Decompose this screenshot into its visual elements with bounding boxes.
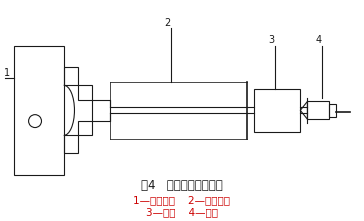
Bar [78, 121, 92, 135]
Text: 1—单动卡盘    2—加长夹爪: 1—单动卡盘 2—加长夹爪 [134, 195, 230, 205]
Bar [92, 100, 110, 121]
Bar [13, 46, 64, 175]
Bar [308, 101, 329, 119]
Bar [78, 85, 92, 100]
Text: 4: 4 [315, 35, 321, 46]
Bar [254, 89, 300, 132]
Text: 2: 2 [165, 17, 171, 28]
Bar [64, 135, 78, 153]
Text: 3: 3 [269, 35, 275, 46]
Text: 图4   单动卡盘装夹示意: 图4 单动卡盘装夹示意 [141, 179, 223, 192]
Text: 1: 1 [4, 68, 9, 78]
Bar [329, 104, 336, 117]
Text: 3—工件    4—顶尖: 3—工件 4—顶尖 [146, 208, 218, 217]
Bar [64, 67, 78, 85]
